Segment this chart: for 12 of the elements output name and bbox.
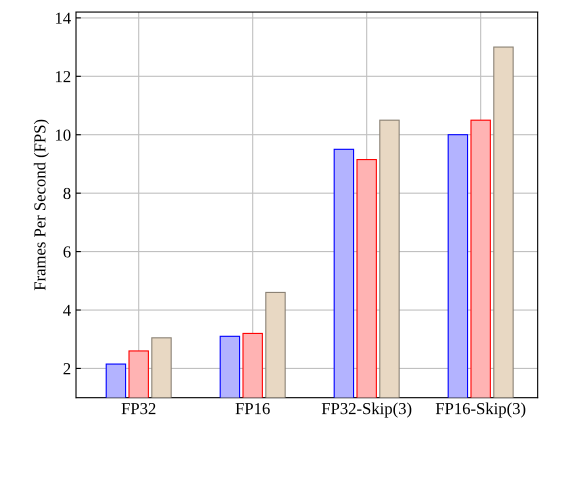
y-axis-title: Frames Per Second (FPS) [34, 120, 49, 290]
x-tick-label: FP16-Skip(3) [436, 402, 526, 418]
y-tick-label: 12 [56, 71, 70, 82]
x-tick-label: FP32-Skip(3) [322, 402, 412, 418]
y-tick-label: 14 [56, 12, 71, 24]
x-tick-label: FP16 [236, 403, 270, 414]
x-tick-label: FP32 [122, 403, 156, 414]
y-tick-label: 10 [56, 129, 71, 141]
y-tick-label: 6 [64, 246, 71, 258]
y-tick-label: 8 [63, 188, 71, 200]
y-tick-label: 4 [63, 304, 71, 316]
y-tick-label: 2 [64, 363, 70, 374]
